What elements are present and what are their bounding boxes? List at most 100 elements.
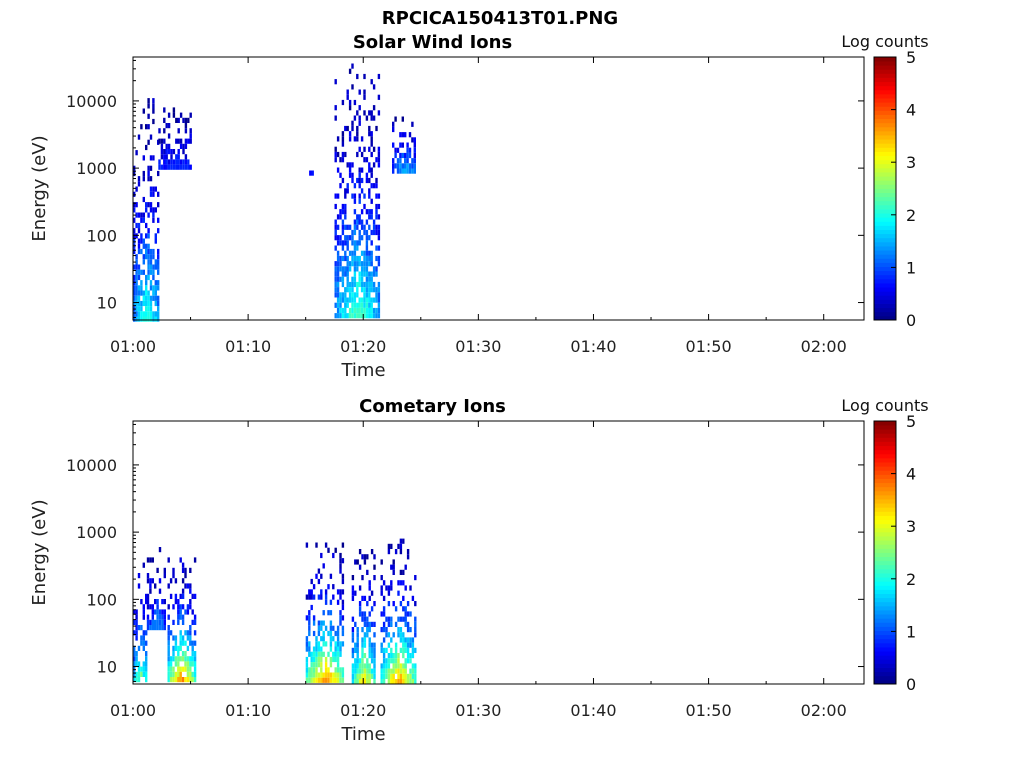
heatmap-cell xyxy=(360,313,364,319)
heatmap-cell xyxy=(377,245,381,251)
y-tick-label: 100 xyxy=(86,590,117,609)
heatmap-cell xyxy=(163,159,166,165)
heatmap-cell xyxy=(308,625,311,631)
heatmap-cell xyxy=(409,673,412,679)
heatmap-cell xyxy=(142,170,145,177)
heatmap-burst-1 xyxy=(146,547,166,631)
heatmap-cell xyxy=(365,240,369,246)
heatmap-cell xyxy=(169,677,173,683)
heatmap-cell xyxy=(411,668,415,674)
heatmap-cell xyxy=(399,538,403,544)
heatmap-cell xyxy=(152,155,155,161)
heatmap-cell xyxy=(370,313,373,319)
heatmap-cell xyxy=(305,594,309,600)
heatmap-cell xyxy=(390,543,393,549)
heatmap-cell xyxy=(399,601,403,607)
heatmap-cell xyxy=(140,233,143,239)
heatmap-cell xyxy=(172,645,175,651)
heatmap-cell xyxy=(317,662,321,668)
colorbar-segment xyxy=(874,135,896,140)
heatmap-cell xyxy=(336,250,340,256)
heatmap-cell xyxy=(358,276,361,282)
heatmap-cell xyxy=(354,559,357,565)
heatmap-cell xyxy=(344,125,347,132)
heatmap-cell xyxy=(135,295,138,301)
heatmap-cell xyxy=(365,261,369,267)
heatmap-cell xyxy=(358,549,362,555)
heatmap-cell xyxy=(140,671,143,677)
heatmap-cell xyxy=(135,280,138,286)
x-tick-label: 01:20 xyxy=(340,701,386,720)
colorbar-segment xyxy=(874,437,896,442)
heatmap-cell xyxy=(334,105,337,111)
heatmap-cell xyxy=(135,311,138,317)
heatmap-cell xyxy=(358,564,362,570)
heatmap-cell xyxy=(356,177,359,184)
heatmap-cell xyxy=(147,113,150,119)
heatmap-cell xyxy=(334,630,337,637)
heatmap-cell xyxy=(308,651,311,657)
heatmap-cell xyxy=(151,609,154,615)
heatmap-cell xyxy=(163,138,166,144)
heatmap-cell xyxy=(336,136,340,142)
heatmap-cell xyxy=(390,673,393,679)
heatmap-cell xyxy=(351,84,354,90)
heatmap-cell xyxy=(146,599,150,605)
heatmap-cell xyxy=(368,307,371,314)
heatmap-cell xyxy=(339,313,342,319)
heatmap-cell xyxy=(370,668,374,674)
heatmap-cell xyxy=(341,625,345,631)
colorbar-segment xyxy=(874,486,896,492)
heatmap-cell xyxy=(142,311,145,317)
heatmap-cell xyxy=(346,125,349,132)
heatmap-cell xyxy=(353,229,357,236)
heatmap-cell xyxy=(181,562,185,568)
heatmap-cell xyxy=(368,297,371,303)
heatmap-cell xyxy=(140,248,143,255)
heatmap-cell xyxy=(413,142,416,148)
heatmap-cell xyxy=(312,667,316,673)
heatmap-cell xyxy=(394,549,398,555)
heatmap-cell xyxy=(365,229,369,236)
colorbar-segment xyxy=(874,287,896,292)
heatmap-cell xyxy=(399,580,403,586)
heatmap-cell xyxy=(348,136,352,142)
heatmap-cell xyxy=(332,625,335,631)
heatmap-cell xyxy=(356,653,359,659)
heatmap-cell xyxy=(137,573,141,579)
heatmap-cell xyxy=(392,601,395,607)
heatmap-cell xyxy=(145,316,148,322)
heatmap-cell xyxy=(310,672,313,678)
heatmap-cell xyxy=(404,621,407,627)
heatmap-cell xyxy=(370,287,373,293)
heatmap-cell xyxy=(160,138,164,144)
heatmap-cell xyxy=(142,666,145,672)
x-axis-label: Time xyxy=(340,724,385,745)
colorbar-segment xyxy=(874,564,896,570)
heatmap-cell xyxy=(332,584,335,590)
heatmap-cell xyxy=(380,575,383,581)
heatmap-cell xyxy=(368,214,371,220)
heatmap-cell xyxy=(147,124,150,130)
colorbar-segment xyxy=(874,237,896,243)
heatmap-cell xyxy=(375,266,378,272)
heatmap-cell xyxy=(308,672,311,678)
heatmap-cell xyxy=(402,606,405,612)
heatmap-cell xyxy=(358,120,361,126)
heatmap-cell xyxy=(351,668,355,674)
heatmap-cell xyxy=(147,103,150,109)
heatmap-cell xyxy=(137,290,141,296)
heatmap-cell xyxy=(365,177,369,184)
heatmap-cell xyxy=(305,542,309,548)
heatmap-cell xyxy=(146,593,150,599)
colorbar-segment xyxy=(874,291,896,296)
heatmap-cell xyxy=(334,667,337,673)
heatmap-cell xyxy=(179,614,182,620)
heatmap-cell xyxy=(315,672,318,678)
heatmap-cell xyxy=(399,663,403,669)
heatmap-cell xyxy=(189,666,192,672)
colorbar-segment xyxy=(874,139,896,144)
heatmap-cell xyxy=(356,673,359,679)
heatmap-cell xyxy=(133,300,136,307)
heatmap-cell xyxy=(377,292,381,298)
